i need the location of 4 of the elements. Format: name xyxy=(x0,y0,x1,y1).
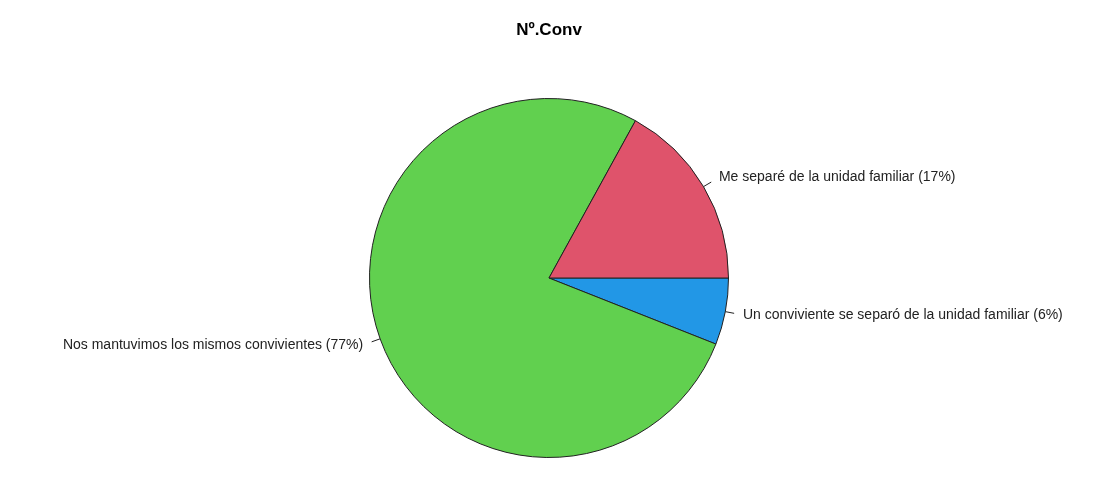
chart-title: Nº.Conv xyxy=(516,19,583,39)
slice-label: Un conviviente se separó de la unidad familiar (6%) xyxy=(742,305,1063,322)
slice-label: Nos mantuvimos los mismos convivientes (77%) xyxy=(62,335,364,352)
slice-label: Me separé de la unidad familiar (17%) xyxy=(718,168,956,185)
